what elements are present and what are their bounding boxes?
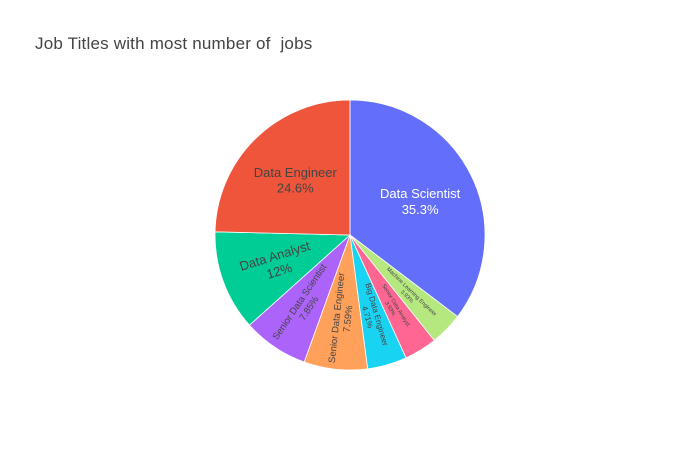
slice-name-text: Data Scientist <box>380 186 461 201</box>
slice-name-text: Data Engineer <box>254 165 338 180</box>
slice-percent-text: 12% <box>265 260 295 282</box>
slice-percent-text: 7.59% <box>342 304 356 333</box>
pie-slice-data-engineer[interactable] <box>214 99 351 236</box>
pie-slice-data-analyst[interactable] <box>214 231 352 326</box>
slice-percent-text: 35.3% <box>402 202 439 217</box>
pie-slice-data-scientist[interactable] <box>349 99 486 318</box>
chart-title: Job Titles with most number of jobs <box>35 34 313 53</box>
slice-percent-text: 24.6% <box>277 181 314 196</box>
